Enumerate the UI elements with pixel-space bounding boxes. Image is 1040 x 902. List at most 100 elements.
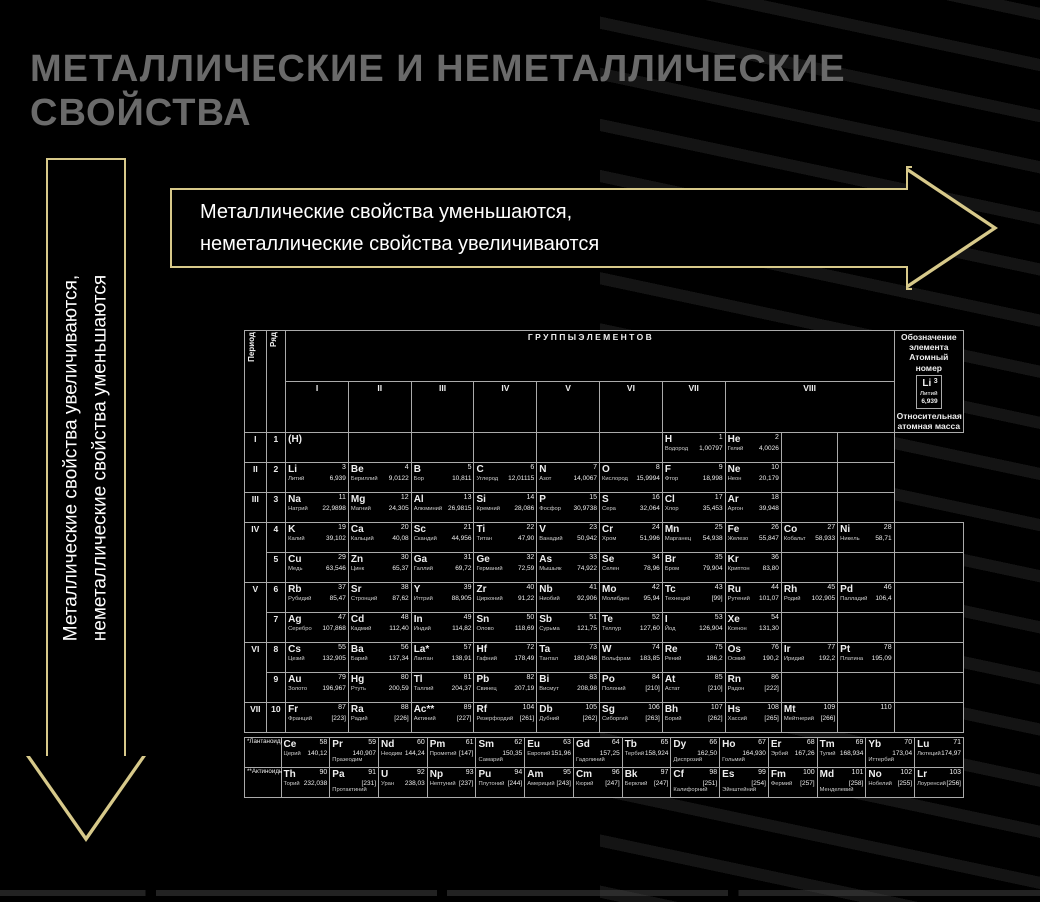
element-cell: Rh45102,905Родий [781, 582, 837, 612]
title-line-2: СВОЙСТВА [30, 92, 252, 134]
element-mass: 121,75 [577, 625, 597, 632]
element-number: 51 [589, 614, 597, 621]
empty-cell [781, 462, 837, 492]
element-mass: [222] [764, 685, 778, 692]
element-mass: [255] [898, 780, 912, 787]
element-symbol: Y [414, 584, 421, 595]
element-symbol: Ar [728, 494, 739, 505]
element-cell: Ir77192,2Иридий [781, 642, 837, 672]
element-mass: [262] [583, 715, 597, 722]
element-cell: Na1122,9898Натрий [286, 492, 349, 522]
legend-spacer [894, 552, 963, 582]
legend-spacer [894, 582, 963, 612]
element-mass: 180,948 [574, 655, 598, 662]
empty-cell [781, 432, 837, 462]
legend-sample-cell: Li 3 Литий 6,939 [916, 375, 942, 409]
element-symbol: N [539, 464, 546, 475]
element-symbol: Cs [288, 644, 301, 655]
element-number: 49 [464, 614, 472, 621]
element-mass: 167,26 [795, 750, 815, 757]
periodic-table-main: Период Ряд Г Р У П П Ы Э Л Е М Е Н Т О В… [244, 330, 964, 733]
element-number: 41 [589, 584, 597, 591]
element-number: 101 [852, 769, 864, 776]
element-symbol: Ta [539, 644, 550, 655]
element-symbol: Fm [771, 769, 786, 780]
element-cell: Bi83208,98Висмут [537, 672, 600, 702]
element-symbol: Ti [476, 524, 485, 535]
element-symbol: Be [351, 464, 364, 475]
element-mass: 232,038 [304, 780, 328, 787]
element-mass: [261] [520, 715, 534, 722]
element-number: 98 [709, 769, 717, 776]
element-mass: [244] [508, 780, 522, 787]
element-cell: Re75186,2Рений [662, 642, 725, 672]
element-number: 84 [652, 674, 660, 681]
element-symbol: Am [527, 769, 543, 780]
empty-cell [838, 462, 894, 492]
element-number: 67 [758, 739, 766, 746]
element-number: 23 [589, 524, 597, 531]
element-mass: 14,0067 [574, 475, 598, 482]
element-number: 14 [526, 494, 534, 501]
element-cell: Tb65158,924Тербий [622, 737, 671, 767]
empty-cell [838, 612, 894, 642]
element-symbol: Ge [476, 554, 489, 565]
element-cell: Zr4091,22Цирконий [474, 582, 537, 612]
periodic-table-series: *ЛантаноидыCe58140,12ЦерийPr59140,907Пра… [244, 737, 964, 798]
element-mass: 69,72 [455, 565, 471, 572]
element-cell: Os76190,2Осмий [725, 642, 781, 672]
ryad-label: 6 [266, 582, 285, 612]
element-number: 92 [417, 769, 425, 776]
element-mass: 1,00797 [699, 445, 723, 452]
element-symbol: Np [430, 769, 443, 780]
grp-8: VIII [725, 381, 894, 432]
element-number: 110 [880, 704, 891, 711]
element-cell: Ge3272,59Германий [474, 552, 537, 582]
element-symbol: Nd [381, 739, 394, 750]
element-mass: 91,22 [518, 595, 534, 602]
series-label: **Актиноиды [245, 767, 282, 797]
element-symbol: Sm [478, 739, 494, 750]
element-cell: O815,9994Кислород [600, 462, 663, 492]
element-number: 11 [339, 494, 346, 501]
legend-num: 3 [934, 378, 938, 386]
element-number: 69 [856, 739, 864, 746]
element-symbol: Ir [784, 644, 791, 655]
element-symbol: Br [665, 554, 676, 565]
element-mass: 132,905 [322, 655, 346, 662]
element-cell: Er68167,26Эрбий [768, 737, 817, 767]
element-symbol: H [665, 434, 672, 445]
element-symbol: Al [414, 494, 424, 505]
element-number: 74 [652, 644, 660, 651]
element-cell: (H) [286, 432, 349, 462]
grp-4: IV [474, 381, 537, 432]
table-row: III3Na1122,9898НатрийMg1224,305МагнийAl1… [245, 492, 964, 522]
element-cell: Li36,939Литий [286, 462, 349, 492]
element-cell: Ta73180,948Тантал [537, 642, 600, 672]
element-symbol: Fe [728, 524, 740, 535]
table-row: 7Ag47107,868СереброCd48112,40КадмийIn491… [245, 612, 964, 642]
element-mass: [227] [457, 715, 471, 722]
element-mass: 50,942 [577, 535, 597, 542]
element-number: 91 [368, 769, 376, 776]
h-arrow-text-1: Металлические свойства уменьшаются, [200, 196, 910, 228]
empty-cell [781, 552, 837, 582]
element-symbol: Sb [539, 614, 552, 625]
period-label: III [245, 492, 267, 522]
element-cell: Hs108[265]Хассий [725, 702, 781, 732]
empty-cell [781, 672, 837, 702]
element-number: 22 [526, 524, 534, 531]
element-cell: In49114,82Индий [411, 612, 474, 642]
legend-box: Обозначение элемента Атомный номер Li 3 … [894, 331, 963, 433]
element-symbol: S [602, 494, 609, 505]
element-cell: Po84[210]Полоний [600, 672, 663, 702]
element-number: 34 [652, 554, 660, 561]
period-label: V [245, 582, 267, 642]
element-cell: Ba56137,34Барий [348, 642, 411, 672]
element-cell: Nd60144,24Неодим [379, 737, 428, 767]
element-cell: Sn50118,69Олово [474, 612, 537, 642]
element-cell: Be49,0122Бериллий [348, 462, 411, 492]
element-mass: 55,847 [759, 535, 779, 542]
element-mass: 85,47 [330, 595, 346, 602]
element-cell: S1632,064Сера [600, 492, 663, 522]
